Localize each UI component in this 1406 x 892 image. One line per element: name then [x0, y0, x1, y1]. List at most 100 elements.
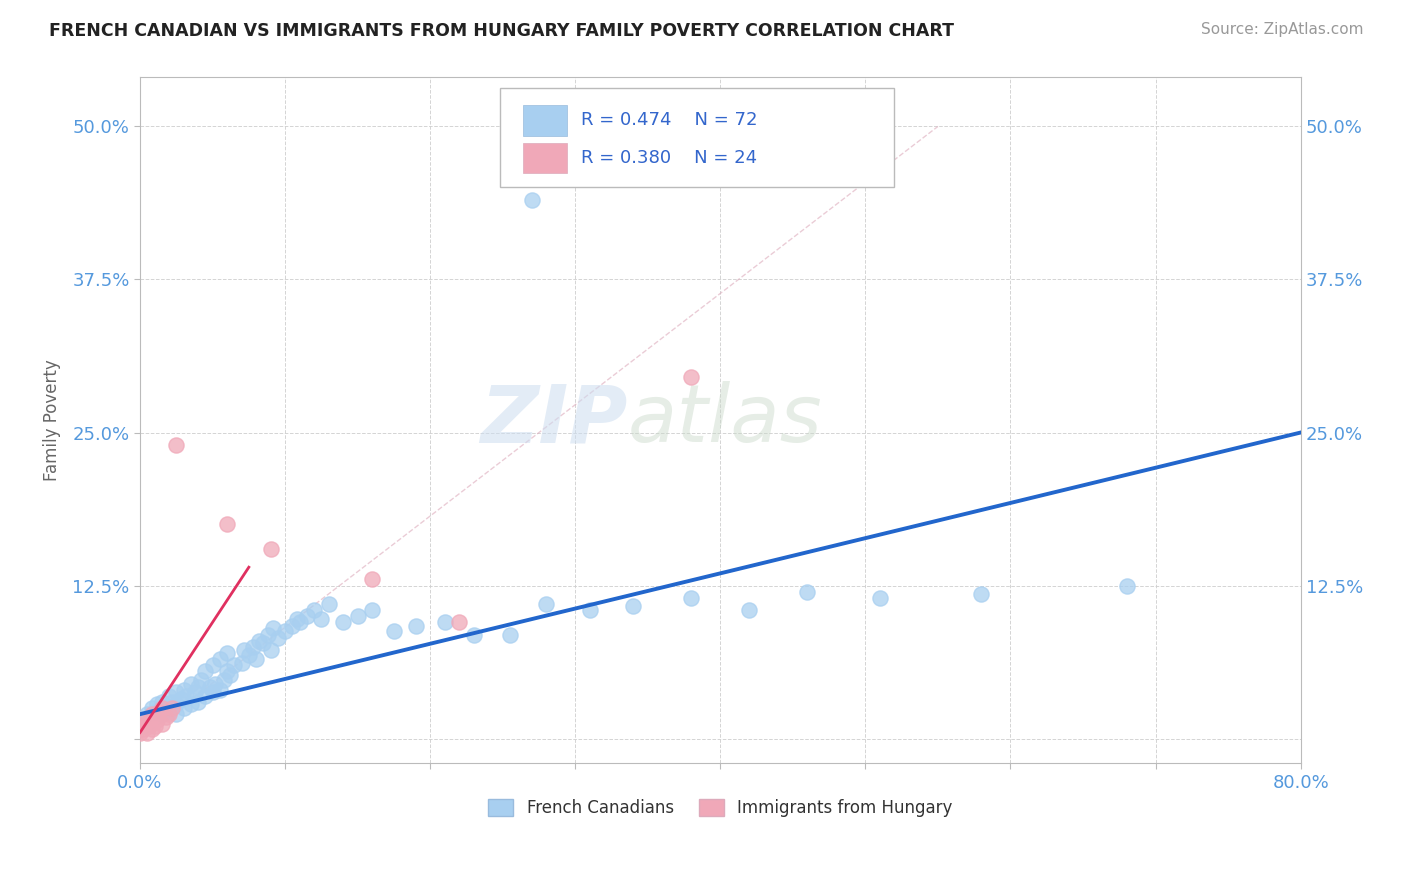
Point	[150, 707, 173, 722]
Point	[295, 609, 318, 624]
Point	[263, 622, 285, 636]
Point	[346, 609, 368, 624]
Point	[361, 573, 384, 587]
Point	[311, 612, 333, 626]
Point	[212, 673, 235, 687]
Point	[136, 707, 159, 722]
Point	[157, 689, 180, 703]
Point	[274, 624, 297, 638]
Point	[578, 603, 600, 617]
Text: FRENCH CANADIAN VS IMMIGRANTS FROM HUNGARY FAMILY POVERTY CORRELATION CHART: FRENCH CANADIAN VS IMMIGRANTS FROM HUNGA…	[49, 22, 955, 40]
Point	[201, 685, 224, 699]
Point	[136, 713, 159, 727]
Point	[141, 701, 163, 715]
Point	[165, 698, 187, 712]
Point	[169, 692, 191, 706]
Point	[208, 652, 231, 666]
Point	[160, 695, 183, 709]
Point	[155, 701, 177, 715]
Point	[157, 707, 180, 722]
Point	[252, 636, 274, 650]
Point	[1115, 578, 1137, 592]
Point	[143, 709, 166, 723]
Point	[247, 633, 270, 648]
Point	[150, 701, 173, 715]
Text: R = 0.380    N = 24: R = 0.380 N = 24	[581, 149, 758, 167]
Point	[382, 624, 405, 638]
Point	[155, 709, 177, 723]
Point	[970, 587, 993, 601]
Point	[217, 517, 239, 532]
Text: R = 0.474    N = 72: R = 0.474 N = 72	[581, 111, 758, 129]
Point	[217, 665, 239, 679]
Legend: French Canadians, Immigrants from Hungary: French Canadians, Immigrants from Hungar…	[482, 792, 959, 823]
FancyBboxPatch shape	[523, 143, 567, 173]
Point	[165, 685, 187, 699]
Point	[242, 640, 264, 654]
Point	[146, 698, 169, 712]
Point	[285, 612, 308, 626]
Point	[361, 603, 384, 617]
Point	[132, 722, 155, 736]
FancyBboxPatch shape	[523, 105, 567, 136]
Point	[143, 719, 166, 733]
Point	[165, 707, 187, 722]
Point	[184, 685, 207, 699]
Point	[150, 717, 173, 731]
Point	[201, 658, 224, 673]
Point	[245, 652, 267, 666]
Point	[405, 619, 427, 633]
Point	[499, 627, 522, 641]
Point	[198, 680, 221, 694]
Point	[173, 682, 195, 697]
Point	[796, 584, 818, 599]
Point	[224, 658, 246, 673]
Point	[536, 597, 558, 611]
Point	[165, 438, 187, 452]
Point	[173, 701, 195, 715]
Point	[463, 627, 485, 641]
Point	[176, 689, 198, 703]
Point	[520, 193, 543, 207]
Point	[233, 643, 256, 657]
Point	[187, 680, 209, 694]
Point	[288, 615, 311, 630]
Point	[180, 698, 202, 712]
FancyBboxPatch shape	[499, 87, 894, 187]
Point	[332, 615, 354, 630]
Point	[194, 665, 217, 679]
Point	[180, 676, 202, 690]
Point	[187, 695, 209, 709]
Point	[738, 603, 761, 617]
Point	[134, 719, 156, 733]
Point	[621, 599, 644, 614]
Point	[148, 705, 170, 719]
Point	[259, 541, 281, 556]
Point	[433, 615, 456, 630]
Point	[194, 689, 217, 703]
Text: ZIP: ZIP	[479, 381, 627, 459]
Point	[318, 597, 340, 611]
Point	[160, 701, 183, 715]
Text: Source: ZipAtlas.com: Source: ZipAtlas.com	[1201, 22, 1364, 37]
Point	[256, 627, 278, 641]
Point	[869, 591, 891, 605]
Point	[150, 695, 173, 709]
Point	[138, 719, 160, 733]
Point	[267, 632, 290, 646]
Point	[449, 615, 471, 630]
Point	[129, 725, 152, 739]
Point	[141, 707, 163, 722]
Point	[141, 722, 163, 736]
Point	[681, 591, 703, 605]
Point	[143, 705, 166, 719]
Point	[157, 705, 180, 719]
Point	[190, 673, 212, 687]
Point	[302, 603, 325, 617]
Point	[217, 646, 239, 660]
Point	[139, 713, 162, 727]
Point	[259, 643, 281, 657]
Point	[135, 717, 157, 731]
Point	[204, 676, 226, 690]
Point	[681, 370, 703, 384]
